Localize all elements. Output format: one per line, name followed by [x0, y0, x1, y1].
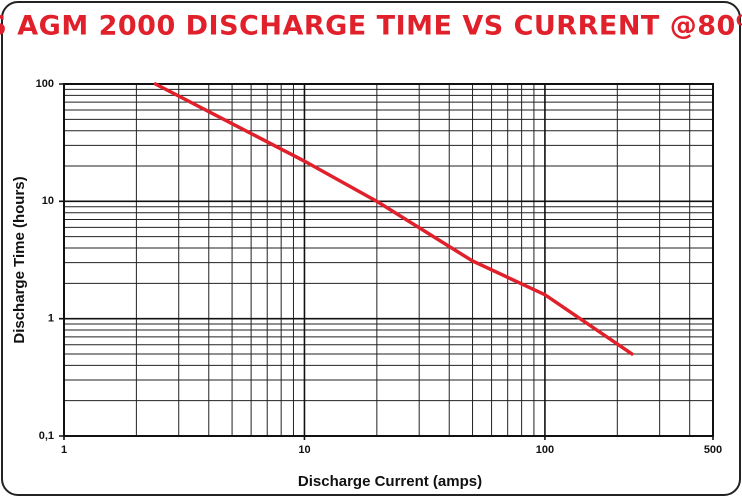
x-tick-label: 100	[536, 444, 554, 456]
x-tick-label: 1	[61, 444, 67, 456]
plot-border	[63, 83, 714, 437]
chart-title: US AGM 2000 DISCHARGE TIME VS CURRENT @8…	[0, 11, 742, 42]
y-tick-label: 10	[42, 195, 54, 207]
plot-area	[64, 84, 713, 436]
x-tick-label: 500	[704, 444, 722, 456]
y-axis-label: Discharge Time (hours)	[11, 176, 28, 343]
x-axis-label: Discharge Current (amps)	[298, 473, 482, 490]
x-tick-label: 10	[298, 444, 310, 456]
y-tick-label: 0,1	[39, 430, 54, 442]
y-tick-label: 1	[48, 313, 54, 325]
y-tick-label: 100	[36, 78, 54, 90]
data-line	[153, 82, 634, 356]
